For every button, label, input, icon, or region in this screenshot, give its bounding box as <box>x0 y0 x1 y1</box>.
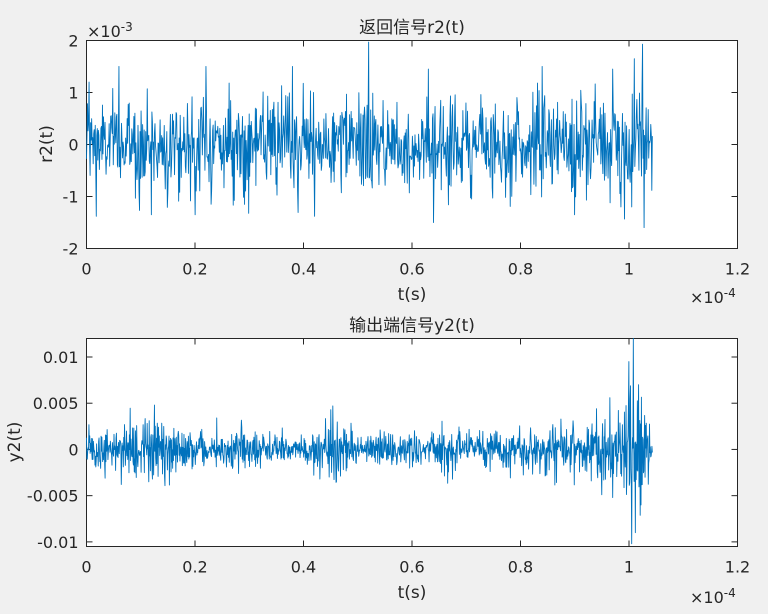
bottom-x-exponent-base: ×10 <box>690 588 724 607</box>
bottom-y-axis-label: y2(t) <box>5 422 25 463</box>
bottom-x-tick-label: 1 <box>624 558 634 577</box>
top-y-exponent-power: -3 <box>121 20 133 34</box>
top-tick-labels: 0 0.2 0.4 0.6 0.8 1 1.2 -2 -1 0 1 2 <box>63 32 751 279</box>
bottom-y-tick-label: -0.01 <box>37 533 78 552</box>
top-y-tick-label: 1 <box>68 84 78 103</box>
bottom-x-exponent-power: -4 <box>724 586 736 600</box>
top-x-tick-label: 0.2 <box>182 260 207 279</box>
top-x-exponent: ×10-4 <box>690 286 736 307</box>
bottom-y-tick-label: -0.005 <box>27 487 79 506</box>
bottom-y-tick-label: 0.005 <box>33 394 79 413</box>
bottom-y-tick-label: 0 <box>68 440 78 459</box>
bottom-y-tick-label: 0.01 <box>43 348 79 367</box>
bottom-signal-line <box>86 338 653 545</box>
bottom-x-tick-label: 0 <box>81 558 91 577</box>
bottom-x-tick-label: 0.8 <box>508 558 533 577</box>
top-y-tick-label: 2 <box>68 32 78 51</box>
top-y-exponent-base: ×10 <box>87 22 121 41</box>
top-x-tick-label: 0.6 <box>399 260 424 279</box>
top-title: 返回信号r2(t) <box>359 18 465 38</box>
top-x-tick-label: 0.8 <box>508 260 533 279</box>
top-x-exponent-base: ×10 <box>690 288 724 307</box>
bottom-x-tick-label: 0.4 <box>291 558 316 577</box>
top-y-axis-label: r2(t) <box>37 125 57 163</box>
bottom-tick-labels: 0 0.2 0.4 0.6 0.8 1 1.2 -0.01 -0.005 0 0.005 0.01 <box>27 348 750 577</box>
top-y-tick-label: -2 <box>63 240 79 259</box>
top-y-tick-label: -1 <box>63 188 79 207</box>
top-x-tick-label: 0 <box>81 260 91 279</box>
top-y-exponent: ×10-3 <box>87 20 133 41</box>
top-signal-line <box>86 41 653 229</box>
bottom-title: 输出端信号y2(t) <box>349 316 475 336</box>
top-x-exponent-power: -4 <box>724 286 736 300</box>
bottom-subplot: 输出端信号y2(t) y2(t) t(s) ×10-4 0 0.2 0.4 0.6 0.… <box>5 316 750 607</box>
bottom-x-tick-label: 0.2 <box>182 558 207 577</box>
top-x-tick-label: 1.2 <box>725 260 750 279</box>
bottom-ticks <box>86 338 738 547</box>
top-y-tick-label: 0 <box>68 136 78 155</box>
top-x-tick-label: 0.4 <box>291 260 316 279</box>
bottom-x-exponent: ×10-4 <box>690 586 736 607</box>
top-x-tick-label: 1 <box>624 260 634 279</box>
bottom-x-tick-label: 0.6 <box>399 558 424 577</box>
top-subplot: 返回信号r2(t) ×10-3 r2(t) t(s) ×10-4 0 0.2 0.4… <box>37 18 750 307</box>
bottom-x-tick-label: 1.2 <box>725 558 750 577</box>
bottom-x-axis-label: t(s) <box>398 583 427 603</box>
top-x-axis-label: t(s) <box>398 285 427 305</box>
